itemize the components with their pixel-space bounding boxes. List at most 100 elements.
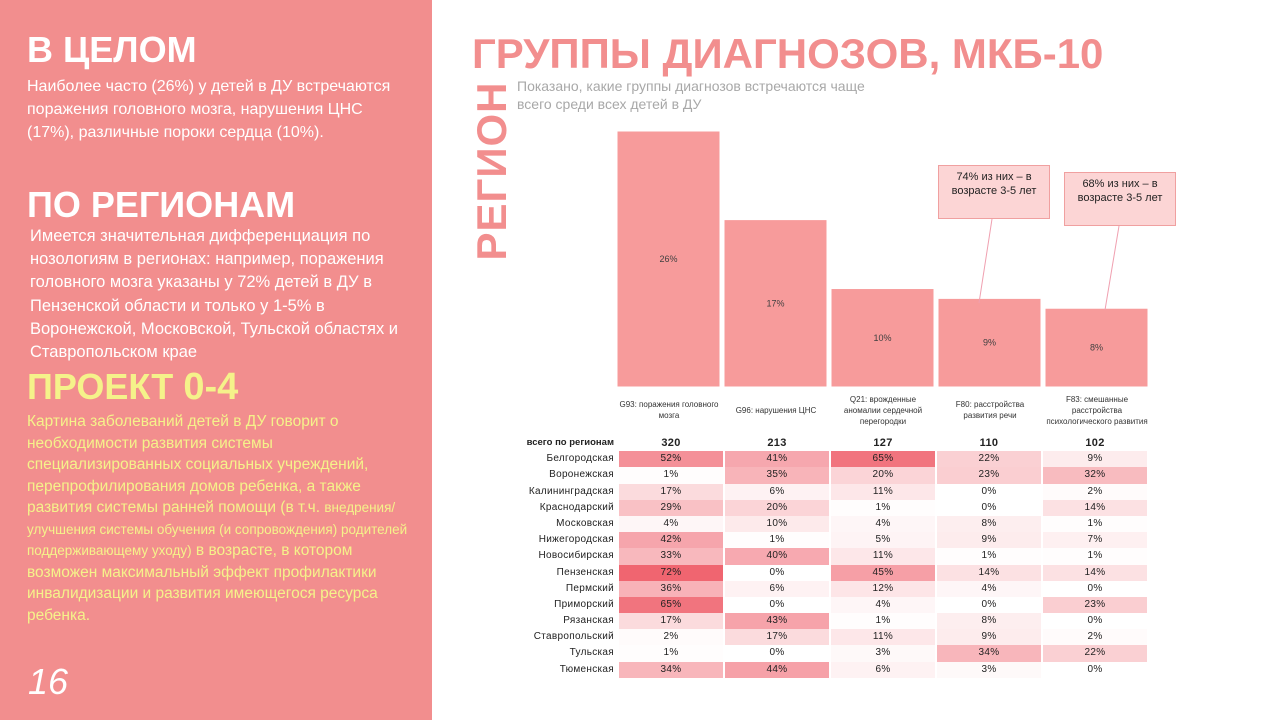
bar-value-label: 8% xyxy=(1090,343,1103,353)
table-cell: 6% xyxy=(831,661,935,678)
table-cell: 1% xyxy=(725,532,829,549)
regions-heading: ПО РЕГИОНАМ xyxy=(27,184,296,225)
table-cell: 40% xyxy=(725,548,829,565)
total-row: всего по регионам 320 213 127 110 102 xyxy=(505,435,1147,451)
table-cell: 14% xyxy=(1043,499,1147,516)
table-cell: 1% xyxy=(937,548,1041,565)
table-cell: 4% xyxy=(619,515,723,533)
total-cell: 102 xyxy=(1085,437,1105,449)
chart-title: ГРУППЫ ДИАГНОЗОВ, МКБ-10 xyxy=(472,30,1104,77)
project-text-small: внедрения/улучшения системы обучения (и … xyxy=(27,500,408,558)
table-row: Нижегородская 42% 1% 5% 9% 7% xyxy=(505,532,1147,549)
table-cell: 2% xyxy=(1043,629,1147,646)
callout-f80: 74% из них – в возрасте 3-5 лет xyxy=(938,165,1050,219)
table-cell: 11% xyxy=(831,629,935,646)
table-cell: 10% xyxy=(725,515,829,533)
category-label: F83: смешанные расстройства психологичес… xyxy=(1046,394,1148,426)
left-panel: В ЦЕЛОМ Наиболее часто (26%) у детей в Д… xyxy=(0,0,432,720)
table-cell: 8% xyxy=(937,515,1041,533)
table-row: Московская 4% 10% 4% 8% 1% xyxy=(505,515,1147,533)
regions-text: Имеется значительная дифференциация по н… xyxy=(30,227,399,362)
table-cell: 9% xyxy=(937,532,1041,549)
table-row: Краснодарский 29% 20% 1% 0% 14% xyxy=(505,499,1147,516)
region-name: Приморский xyxy=(554,598,614,610)
table-cell: 2% xyxy=(619,629,723,646)
table-row: Пермский 36% 6% 12% 4% 0% xyxy=(505,580,1147,597)
region-name: Краснодарский xyxy=(539,501,614,513)
region-name: Воронежская xyxy=(549,469,614,481)
table-cell: 3% xyxy=(937,661,1041,678)
table-cell: 9% xyxy=(1043,451,1147,468)
bar xyxy=(616,130,721,388)
table-cell: 0% xyxy=(1043,661,1147,678)
overall-heading: В ЦЕЛОМ xyxy=(27,29,197,70)
table-cell: 20% xyxy=(725,499,829,516)
bar xyxy=(830,288,935,388)
table-row: Приморский 65% 0% 4% 0% 23% xyxy=(505,596,1147,614)
table-cell: 22% xyxy=(1043,645,1147,662)
bar-value-label: 17% xyxy=(766,298,784,308)
table-cell: 1% xyxy=(619,467,723,484)
table-cell: 41% xyxy=(725,451,829,468)
table-body: Белгородская 52% 41% 65% 22% 9% Воронежская 1% 3… xyxy=(505,451,1147,678)
table-row: Рязанская 17% 43% 1% 8% 0% xyxy=(505,613,1147,630)
table-row: Ставропольский 2% 17% 11% 9% 2% xyxy=(505,629,1147,646)
project-heading-number: 0-4 xyxy=(183,366,239,408)
table-cell: 32% xyxy=(1043,467,1147,484)
project-text-part2: в возрасте, в котором возможен максималь… xyxy=(27,542,378,624)
table-cell: 34% xyxy=(937,645,1041,662)
table-cell: 0% xyxy=(937,499,1041,516)
table-cell: 1% xyxy=(1043,548,1147,565)
total-cell: 320 xyxy=(661,437,681,449)
table-row: Белгородская 52% 41% 65% 22% 9% xyxy=(505,451,1147,468)
table-row: Новосибирская 33% 40% 11% 1% 1% xyxy=(505,548,1147,565)
category-label: G96: нарушения ЦНС xyxy=(735,405,817,415)
category-label: G93: поражения головного мозга xyxy=(619,400,719,420)
table-cell: 17% xyxy=(725,629,829,646)
bar xyxy=(723,219,828,388)
project-heading-word: ПРОЕКТ xyxy=(27,366,174,407)
table-cell: 20% xyxy=(831,467,935,484)
table-cell: 11% xyxy=(831,483,935,500)
table-cell: 22% xyxy=(937,451,1041,468)
table-cell: 65% xyxy=(619,596,723,614)
bar-value-label: 26% xyxy=(659,254,677,264)
bar-chart: 26% 17% 10% 9% 8% xyxy=(616,130,1149,388)
region-name: Тюменская xyxy=(559,663,614,675)
table-cell: 45% xyxy=(831,564,935,581)
table-cell: 29% xyxy=(619,499,723,516)
table-cell: 35% xyxy=(725,467,829,484)
table-row: Пензенская 72% 0% 45% 14% 14% xyxy=(505,564,1147,581)
table-cell: 23% xyxy=(937,467,1041,484)
table-cell: 0% xyxy=(725,596,829,614)
region-name: Новосибирская xyxy=(538,550,614,562)
callout-f83: 68% из них – в возрасте 3-5 лет xyxy=(1064,172,1176,226)
total-cell: 110 xyxy=(979,437,999,449)
table-cell: 0% xyxy=(725,645,829,662)
region-name: Нижегородская xyxy=(538,534,614,546)
table-cell: 7% xyxy=(1043,532,1147,549)
total-label: всего по регионам xyxy=(526,437,614,448)
table-cell: 36% xyxy=(619,580,723,597)
table-cell: 23% xyxy=(1043,596,1147,614)
page-number: 16 xyxy=(28,661,69,702)
table-cell: 2% xyxy=(1043,483,1147,500)
table-cell: 4% xyxy=(831,596,935,614)
table-cell: 0% xyxy=(1043,580,1147,597)
table-cell: 5% xyxy=(831,532,935,549)
table-cell: 1% xyxy=(1043,515,1147,533)
region-name: Белгородская xyxy=(546,453,614,465)
table-cell: 44% xyxy=(725,661,829,678)
region-name: Московская xyxy=(556,517,614,529)
region-vertical-text: РЕГИОН xyxy=(468,81,515,261)
table-cell: 9% xyxy=(937,629,1041,646)
chart-subtitle: Показано, какие группы диагнозов встреча… xyxy=(517,78,865,112)
total-cell: 213 xyxy=(767,437,787,449)
table-cell: 4% xyxy=(937,580,1041,597)
table-cell: 14% xyxy=(1043,564,1147,581)
bar xyxy=(1044,307,1149,388)
table-cell: 6% xyxy=(725,483,829,500)
callout-2-pointer xyxy=(1104,225,1120,311)
table-cell: 34% xyxy=(619,661,723,678)
table-cell: 4% xyxy=(831,515,935,533)
